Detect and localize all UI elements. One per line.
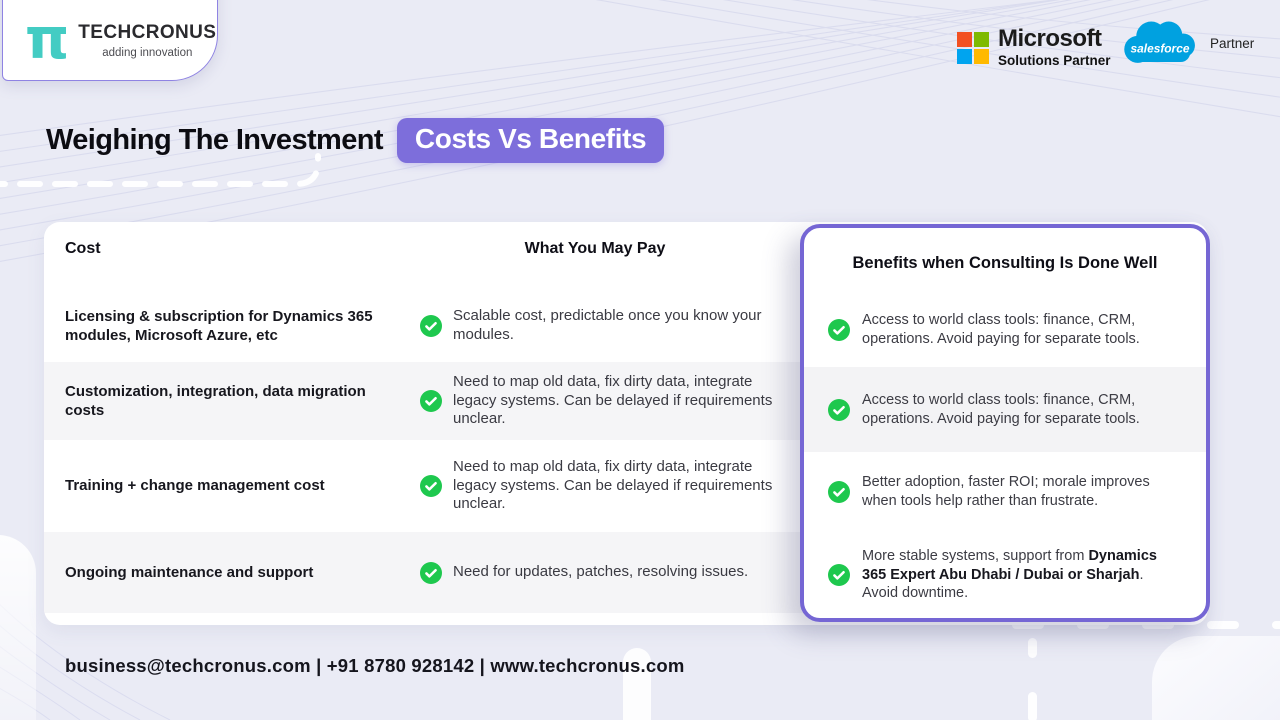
pay-cell: Need to map old data, fix dirty data, in… xyxy=(453,372,773,428)
column-header-cost: Cost xyxy=(65,240,101,257)
pay-cell: Need for updates, patches, resolving iss… xyxy=(453,563,749,581)
benefits-title: Benefits when Consulting Is Done Well xyxy=(852,253,1158,272)
benefit-text: Better adoption, faster ROI; morale impr… xyxy=(862,474,1150,509)
benefit-item: Better adoption, faster ROI; morale impr… xyxy=(804,452,1206,532)
benefit-item: Access to world class tools: finance, CR… xyxy=(804,367,1206,452)
decor-rounded-bar-left xyxy=(0,535,36,720)
salesforce-partner-logo: salesforce Partner xyxy=(1120,16,1254,70)
check-icon xyxy=(828,564,850,586)
svg-text:salesforce: salesforce xyxy=(1131,42,1190,56)
brand-name: TECHCRONUS xyxy=(78,22,217,43)
microsoft-name: Microsoft xyxy=(998,25,1102,52)
benefit-text: Access to world class tools: finance, CR… xyxy=(862,311,1140,347)
table-header-row: Cost What You May Pay xyxy=(44,222,1208,290)
decor-white-bar xyxy=(623,648,651,720)
check-icon xyxy=(828,481,850,503)
cost-cell: Training + change management cost xyxy=(65,477,325,495)
pi-logo-icon: π xyxy=(25,7,70,73)
cost-cell: Licensing & subscription for Dynamics 36… xyxy=(65,307,373,345)
check-icon xyxy=(420,561,442,584)
brand-tagline: adding innovation xyxy=(102,47,193,59)
decor-horizontal-dashes xyxy=(1012,621,1280,629)
microsoft-subtitle: Solutions Partner xyxy=(998,53,1111,68)
check-icon xyxy=(828,398,850,421)
check-icon xyxy=(420,315,442,337)
benefit-text: More stable systems, support from Dynami… xyxy=(862,548,1157,602)
title-highlight-badge: Costs Vs Benefits xyxy=(396,118,665,163)
page-title: Weighing The Investment Costs Vs Benefit… xyxy=(46,118,665,163)
benefit-item: Access to world class tools: finance, CR… xyxy=(804,292,1206,367)
check-icon xyxy=(420,475,442,497)
benefit-item: More stable systems, support from Dynami… xyxy=(804,532,1206,618)
salesforce-cloud-icon: salesforce xyxy=(1124,21,1195,63)
title-dash-decoration xyxy=(0,153,321,187)
brand-logo-card: π TECHCRONUS adding innovation xyxy=(2,0,218,81)
table-row: Training + change management cost Need t… xyxy=(44,440,1208,532)
check-icon xyxy=(828,318,850,341)
pay-cell: Need to map old data, fix dirty data, in… xyxy=(453,457,773,513)
check-icon xyxy=(420,390,442,412)
microsoft-squares-icon xyxy=(957,31,989,64)
salesforce-partner-label: Partner xyxy=(1210,35,1255,51)
cost-cell: Customization, integration, data migrati… xyxy=(65,382,366,420)
microsoft-partner-logo: Microsoft Solutions Partner xyxy=(957,27,1111,68)
footer-contact: business@techcronus.com | +91 8780 92814… xyxy=(65,655,685,676)
benefit-text: Access to world class tools: finance, CR… xyxy=(862,391,1140,427)
decor-vertical-dashes xyxy=(1028,638,1037,720)
pay-cell: Scalable cost, predictable once you know… xyxy=(453,307,762,343)
title-text: Weighing The Investment xyxy=(46,124,384,156)
cost-cell: Ongoing maintenance and support xyxy=(65,563,314,581)
decor-rounded-rect-bottom-right xyxy=(1152,636,1280,720)
benefits-panel: Benefits when Consulting Is Done Well Ac… xyxy=(800,224,1210,622)
table-row: Licensing & subscription for Dynamics 36… xyxy=(44,290,1208,362)
column-header-pay: What You May Pay xyxy=(524,240,666,257)
